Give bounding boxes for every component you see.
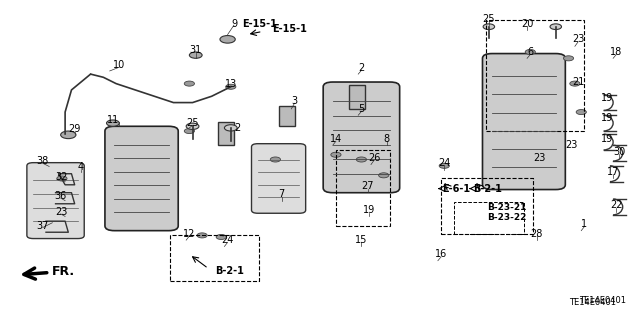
Bar — [336, 150, 390, 226]
Circle shape — [186, 123, 199, 130]
Circle shape — [57, 176, 67, 181]
Text: 15: 15 — [355, 235, 367, 245]
Bar — [441, 178, 534, 234]
Text: 14: 14 — [330, 134, 342, 144]
Text: 29: 29 — [68, 124, 81, 135]
Text: 13: 13 — [225, 78, 237, 89]
Text: E-6-1: E-6-1 — [442, 184, 470, 194]
Text: 36: 36 — [54, 191, 67, 201]
Text: 28: 28 — [531, 229, 543, 239]
Text: 19: 19 — [600, 93, 613, 103]
Circle shape — [184, 129, 195, 134]
Text: 4: 4 — [78, 162, 84, 172]
Circle shape — [189, 52, 202, 58]
Text: 5: 5 — [358, 104, 365, 114]
Circle shape — [216, 234, 227, 240]
Text: B-2-1: B-2-1 — [215, 266, 244, 276]
FancyBboxPatch shape — [483, 54, 565, 189]
Circle shape — [563, 56, 573, 61]
Text: 2: 2 — [234, 123, 240, 133]
Text: B-2-1: B-2-1 — [473, 184, 502, 194]
Text: 18: 18 — [610, 47, 623, 57]
Text: TE14E0401: TE14E0401 — [570, 298, 616, 307]
Circle shape — [576, 109, 586, 115]
Text: 9: 9 — [231, 19, 237, 28]
Circle shape — [225, 125, 237, 131]
Text: 37: 37 — [36, 221, 49, 231]
Text: 32: 32 — [56, 172, 68, 182]
Text: TE14E0401: TE14E0401 — [579, 296, 626, 305]
Text: 6: 6 — [527, 47, 533, 57]
Text: E-15-1: E-15-1 — [272, 24, 307, 34]
Circle shape — [356, 157, 367, 162]
Text: 17: 17 — [607, 167, 620, 177]
Text: 23: 23 — [56, 207, 68, 217]
Text: 10: 10 — [113, 60, 125, 70]
Text: 24: 24 — [221, 235, 234, 245]
Circle shape — [483, 24, 495, 30]
Text: 2: 2 — [358, 63, 365, 73]
Text: 38: 38 — [36, 156, 49, 166]
Text: 21: 21 — [572, 77, 584, 87]
Text: 20: 20 — [521, 19, 533, 28]
Circle shape — [61, 131, 76, 139]
Text: 11: 11 — [107, 115, 119, 125]
Text: 8: 8 — [384, 134, 390, 144]
Bar — [454, 202, 524, 234]
Text: 25: 25 — [483, 14, 495, 24]
Text: E-15-1: E-15-1 — [242, 19, 277, 28]
Text: 19: 19 — [363, 205, 375, 215]
Text: 3: 3 — [291, 96, 298, 106]
Text: 1: 1 — [581, 219, 588, 229]
Bar — [278, 106, 294, 126]
Text: 16: 16 — [435, 249, 447, 259]
Text: 19: 19 — [600, 134, 613, 144]
Circle shape — [226, 84, 236, 89]
Circle shape — [439, 163, 449, 168]
Circle shape — [331, 152, 341, 157]
Bar — [170, 235, 259, 281]
FancyBboxPatch shape — [27, 163, 84, 239]
Text: FR.: FR. — [24, 265, 76, 279]
Text: B-23-22: B-23-22 — [487, 212, 526, 222]
Circle shape — [379, 173, 389, 178]
Circle shape — [270, 157, 280, 162]
Text: 23: 23 — [566, 140, 578, 150]
Text: 26: 26 — [368, 153, 380, 163]
Circle shape — [197, 233, 207, 238]
Bar — [218, 122, 234, 145]
Text: 27: 27 — [362, 182, 374, 191]
Text: 31: 31 — [189, 45, 202, 56]
Circle shape — [220, 35, 236, 43]
Text: 25: 25 — [186, 118, 199, 128]
Circle shape — [184, 81, 195, 86]
Text: 12: 12 — [183, 229, 196, 239]
Text: 24: 24 — [438, 158, 451, 168]
FancyBboxPatch shape — [323, 82, 399, 193]
Circle shape — [550, 24, 561, 30]
Text: 23: 23 — [572, 34, 584, 44]
FancyBboxPatch shape — [252, 144, 306, 213]
Text: 30: 30 — [613, 147, 626, 157]
FancyBboxPatch shape — [105, 126, 178, 231]
Circle shape — [525, 49, 536, 55]
Bar — [486, 20, 584, 131]
Text: 7: 7 — [278, 189, 285, 199]
Text: 22: 22 — [610, 200, 623, 210]
Circle shape — [570, 81, 580, 86]
Text: B-23-21: B-23-21 — [487, 203, 526, 212]
Circle shape — [106, 120, 119, 126]
Bar — [349, 85, 365, 109]
Text: 23: 23 — [534, 153, 546, 163]
Text: 19: 19 — [600, 113, 613, 123]
